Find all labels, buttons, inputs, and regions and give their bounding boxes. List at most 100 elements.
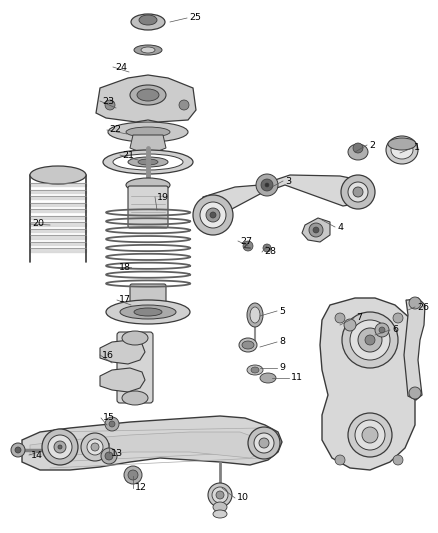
Text: 20: 20 bbox=[32, 220, 44, 229]
Text: 4: 4 bbox=[337, 222, 343, 231]
FancyBboxPatch shape bbox=[128, 186, 168, 228]
Ellipse shape bbox=[251, 367, 259, 373]
Circle shape bbox=[379, 327, 385, 333]
Ellipse shape bbox=[106, 300, 190, 324]
Circle shape bbox=[409, 387, 421, 399]
Ellipse shape bbox=[122, 391, 148, 405]
Ellipse shape bbox=[388, 138, 416, 150]
Circle shape bbox=[309, 223, 323, 237]
Ellipse shape bbox=[250, 307, 260, 323]
Ellipse shape bbox=[247, 365, 263, 375]
Text: 22: 22 bbox=[109, 125, 121, 134]
Circle shape bbox=[212, 487, 228, 503]
Ellipse shape bbox=[120, 305, 176, 319]
Ellipse shape bbox=[134, 45, 162, 55]
Text: 28: 28 bbox=[264, 247, 276, 256]
Circle shape bbox=[362, 427, 378, 443]
Text: 11: 11 bbox=[291, 374, 303, 383]
Circle shape bbox=[350, 320, 390, 360]
Ellipse shape bbox=[30, 166, 86, 184]
Circle shape bbox=[216, 491, 224, 499]
Ellipse shape bbox=[128, 157, 168, 167]
Ellipse shape bbox=[137, 89, 159, 101]
Circle shape bbox=[15, 447, 21, 453]
Circle shape bbox=[42, 429, 78, 465]
Text: 24: 24 bbox=[115, 62, 127, 71]
Text: 5: 5 bbox=[279, 306, 285, 316]
Circle shape bbox=[335, 455, 345, 465]
Ellipse shape bbox=[103, 150, 193, 174]
Text: 17: 17 bbox=[119, 295, 131, 304]
Polygon shape bbox=[100, 340, 145, 364]
Text: 26: 26 bbox=[417, 303, 429, 311]
Ellipse shape bbox=[131, 14, 165, 30]
Ellipse shape bbox=[260, 373, 276, 383]
Polygon shape bbox=[130, 135, 166, 152]
Polygon shape bbox=[320, 298, 418, 470]
Text: 16: 16 bbox=[102, 351, 114, 359]
Text: 9: 9 bbox=[279, 364, 285, 373]
Circle shape bbox=[365, 335, 375, 345]
Circle shape bbox=[342, 312, 398, 368]
Circle shape bbox=[109, 421, 115, 427]
Text: 1: 1 bbox=[414, 143, 420, 152]
Circle shape bbox=[101, 448, 117, 464]
Circle shape bbox=[259, 438, 269, 448]
Text: 15: 15 bbox=[103, 414, 115, 423]
Text: 25: 25 bbox=[189, 13, 201, 22]
Text: 27: 27 bbox=[240, 237, 252, 246]
Text: 23: 23 bbox=[102, 96, 114, 106]
Circle shape bbox=[200, 202, 226, 228]
Polygon shape bbox=[100, 368, 145, 392]
Circle shape bbox=[124, 466, 142, 484]
Ellipse shape bbox=[391, 141, 413, 159]
Circle shape bbox=[409, 297, 421, 309]
Circle shape bbox=[261, 179, 273, 191]
Polygon shape bbox=[96, 75, 196, 122]
Circle shape bbox=[81, 433, 109, 461]
Ellipse shape bbox=[138, 159, 158, 165]
Ellipse shape bbox=[126, 127, 170, 137]
Circle shape bbox=[348, 182, 368, 202]
Text: 14: 14 bbox=[31, 450, 43, 459]
Circle shape bbox=[265, 183, 269, 187]
Circle shape bbox=[206, 208, 220, 222]
Polygon shape bbox=[30, 432, 265, 458]
Text: 8: 8 bbox=[279, 337, 285, 346]
Text: 12: 12 bbox=[135, 483, 147, 492]
Circle shape bbox=[375, 323, 389, 337]
Circle shape bbox=[210, 212, 216, 218]
Circle shape bbox=[353, 187, 363, 197]
Circle shape bbox=[353, 143, 363, 153]
Circle shape bbox=[243, 241, 253, 251]
Ellipse shape bbox=[126, 178, 170, 192]
Circle shape bbox=[348, 413, 392, 457]
Ellipse shape bbox=[139, 15, 157, 25]
Circle shape bbox=[128, 470, 138, 480]
Circle shape bbox=[335, 313, 345, 323]
Polygon shape bbox=[404, 298, 425, 400]
Circle shape bbox=[248, 427, 280, 459]
Circle shape bbox=[256, 174, 278, 196]
Text: 19: 19 bbox=[157, 192, 169, 201]
Circle shape bbox=[193, 195, 233, 235]
Ellipse shape bbox=[134, 308, 162, 316]
Circle shape bbox=[105, 417, 119, 431]
Circle shape bbox=[87, 439, 103, 455]
Circle shape bbox=[58, 445, 62, 449]
Text: 18: 18 bbox=[119, 262, 131, 271]
Text: 3: 3 bbox=[285, 176, 291, 185]
Circle shape bbox=[105, 100, 115, 110]
Circle shape bbox=[254, 433, 274, 453]
Circle shape bbox=[11, 443, 25, 457]
FancyBboxPatch shape bbox=[117, 332, 153, 403]
Ellipse shape bbox=[348, 144, 368, 160]
Circle shape bbox=[393, 313, 403, 323]
Text: 2: 2 bbox=[369, 141, 375, 149]
Ellipse shape bbox=[108, 122, 188, 142]
Circle shape bbox=[48, 435, 72, 459]
Ellipse shape bbox=[122, 331, 148, 345]
Ellipse shape bbox=[213, 502, 227, 512]
Ellipse shape bbox=[242, 341, 254, 349]
Polygon shape bbox=[22, 416, 282, 470]
